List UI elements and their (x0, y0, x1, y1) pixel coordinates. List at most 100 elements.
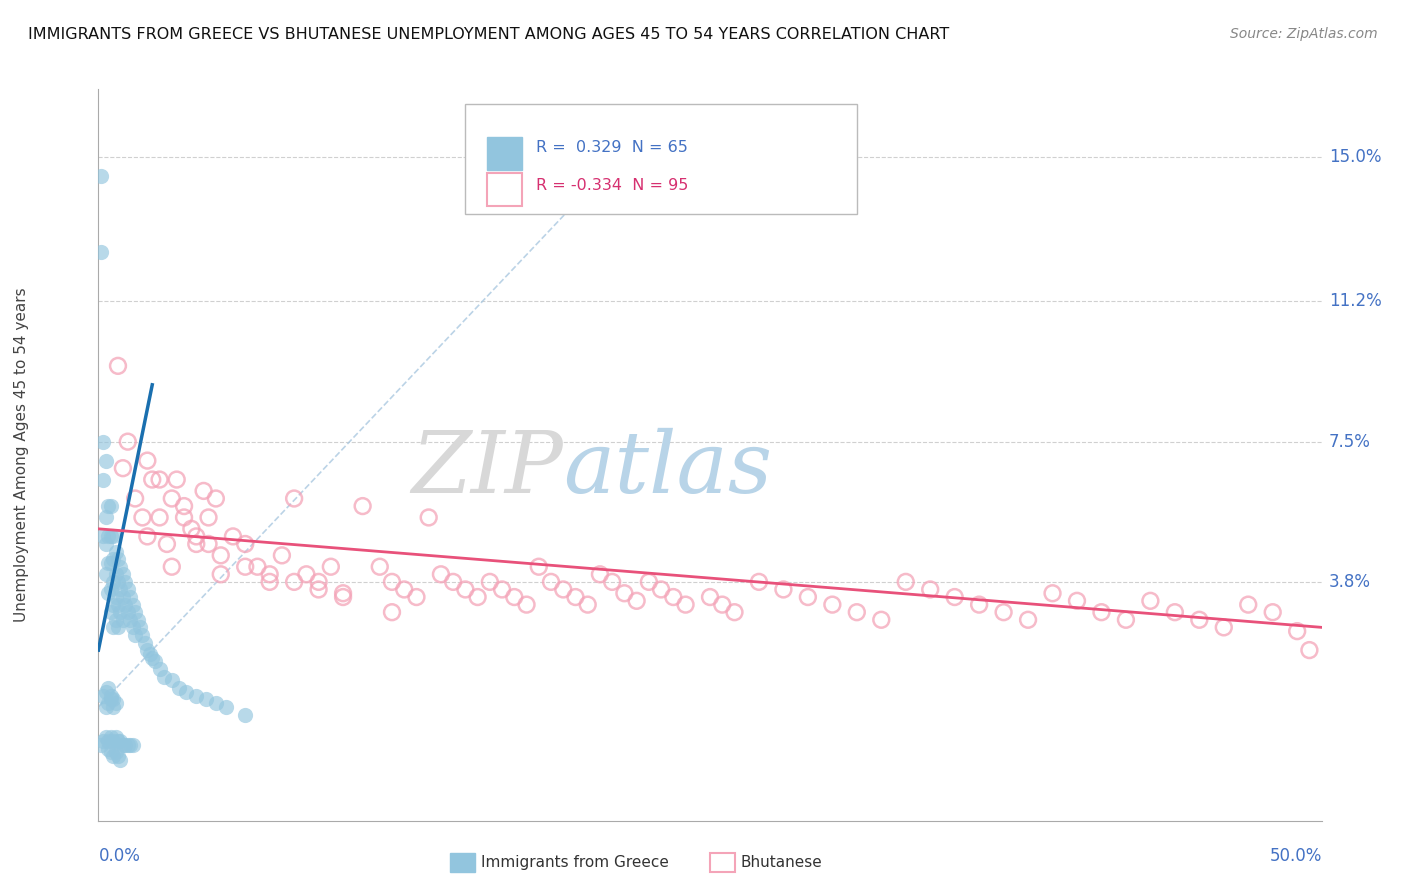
Point (104, 613, 127, 627)
Point (100, 692, 122, 706)
Point (173, 499, 195, 513)
Point (101, 574, 124, 589)
Point (104, 731, 127, 745)
Point (195, 692, 218, 706)
Point (114, 574, 136, 589)
Point (120, 613, 142, 627)
Point (104, 590, 127, 604)
Point (381, 605, 404, 619)
Point (1237, 598, 1260, 612)
Point (107, 734, 129, 748)
Point (153, 670, 176, 684)
Point (124, 491, 146, 506)
Point (149, 662, 172, 676)
Point (100, 731, 122, 745)
Text: ZIP: ZIP (412, 428, 564, 511)
Text: 15.0%: 15.0% (1329, 148, 1381, 167)
Point (209, 549, 232, 563)
Point (97, 499, 120, 513)
Point (149, 473, 172, 487)
Point (308, 574, 330, 589)
Point (117, 605, 139, 619)
Point (600, 574, 623, 589)
Point (193, 483, 215, 498)
Point (107, 598, 129, 612)
Point (176, 685, 198, 699)
Point (259, 567, 281, 582)
Text: 7.5%: 7.5% (1329, 433, 1371, 450)
Point (233, 537, 256, 551)
Point (392, 582, 416, 597)
Point (94, 700, 117, 714)
Point (139, 647, 162, 661)
Point (90, 169, 112, 184)
Text: Bhutanese: Bhutanese (741, 855, 823, 870)
Point (180, 522, 202, 536)
Point (100, 499, 122, 513)
Point (186, 689, 208, 703)
Point (104, 544, 127, 558)
Point (214, 700, 236, 714)
Text: R = -0.334  N = 95: R = -0.334 N = 95 (536, 178, 689, 193)
Point (124, 628, 146, 642)
Point (186, 537, 208, 551)
Point (101, 734, 124, 748)
Point (107, 552, 129, 566)
Point (101, 620, 124, 634)
Point (94, 510, 117, 524)
Point (101, 552, 124, 566)
Point (515, 598, 537, 612)
Point (94, 453, 117, 467)
Point (166, 473, 188, 487)
Text: 0.0%: 0.0% (98, 847, 141, 865)
Point (136, 529, 159, 543)
Point (97, 681, 120, 695)
Point (711, 598, 734, 612)
Point (270, 549, 294, 563)
Point (101, 749, 124, 764)
Point (186, 529, 208, 543)
Point (114, 738, 136, 752)
Point (430, 567, 453, 582)
Point (107, 574, 129, 589)
Point (259, 574, 281, 589)
Point (110, 734, 132, 748)
Point (1261, 605, 1284, 619)
Point (101, 598, 124, 612)
Point (110, 753, 132, 767)
Point (478, 574, 501, 589)
Point (107, 620, 129, 634)
Point (564, 590, 586, 604)
Point (1017, 613, 1039, 627)
Point (1286, 624, 1309, 639)
FancyBboxPatch shape (465, 103, 856, 213)
Point (134, 635, 156, 649)
Point (160, 559, 183, 574)
Point (124, 605, 146, 619)
Point (94, 685, 117, 699)
Point (104, 696, 127, 710)
Point (110, 559, 132, 574)
Bar (488, 173, 522, 205)
Point (107, 749, 129, 764)
Point (91, 434, 114, 449)
Point (503, 590, 526, 604)
Text: Immigrants from Greece: Immigrants from Greece (481, 855, 669, 870)
Point (626, 594, 648, 608)
Text: 3.8%: 3.8% (1329, 573, 1371, 591)
Point (295, 567, 318, 582)
Point (332, 590, 354, 604)
Point (723, 605, 745, 619)
Point (117, 434, 139, 449)
Point (160, 491, 183, 506)
Point (553, 582, 575, 597)
Point (576, 598, 599, 612)
Point (405, 590, 427, 604)
Point (1042, 586, 1064, 600)
Point (97, 696, 120, 710)
Point (121, 598, 143, 612)
Point (156, 537, 179, 551)
Point (111, 461, 134, 475)
Point (90, 245, 112, 260)
Point (97, 734, 120, 748)
